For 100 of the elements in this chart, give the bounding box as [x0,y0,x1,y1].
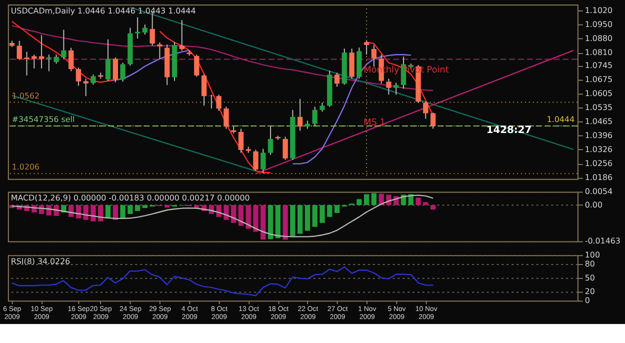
chart-title: MACD(12,26,9) 0.00000 -0.00183 0.00000 0.00217 0.00000 [10,194,250,203]
bar [128,205,133,214]
y-tick-label: -0.01463 [584,236,620,246]
annotation: 1428:27 [486,125,532,136]
bar [134,205,140,211]
bar [253,205,258,232]
chart-title: RSI(8) 34.0226 [10,257,70,266]
line-series [159,30,272,174]
bar [371,193,377,206]
bar [83,205,88,220]
bar [164,205,170,208]
candlestick [371,44,377,68]
line-series [11,266,434,296]
candlestick [61,29,66,60]
candlestick [194,54,200,78]
y-tick-label: 1.1020 [584,6,613,15]
bar [282,205,288,240]
bar [430,205,436,210]
bar [231,205,236,223]
candlestick [134,16,140,40]
candlestick [312,106,318,126]
candlestick [157,42,162,60]
bar [120,205,126,218]
candlestick [394,82,399,96]
bar [142,205,148,208]
y-tick-label: 1.0675 [584,75,613,84]
y-tick-label: 1.0396 [584,131,613,140]
y-tick-label: 1.0880 [584,34,613,44]
bar [290,205,296,236]
line-series [11,194,434,238]
candlestick [282,136,288,160]
candlestick [297,98,303,132]
candlestick [38,34,44,69]
candlestick [386,78,392,96]
candlestick [430,112,436,130]
candlestick [90,74,96,86]
bar [423,202,428,206]
bar [334,205,340,213]
ref-line-label: 1.0444 [546,114,574,124]
y-tick-label: 1.0465 [584,117,613,126]
ref-line-label: 1.0562 [12,91,40,100]
y-tick-label: 1.0810 [584,48,613,58]
candlestick [224,106,229,130]
candlestick [105,38,111,82]
line-series [107,50,190,82]
candlestick [54,54,59,64]
y-tick-label: 1.0950 [584,20,613,30]
candlestick [253,149,258,172]
candlestick [260,148,266,174]
candlestick [68,47,74,72]
candlestick [364,40,370,56]
bar [297,205,303,234]
bar [304,205,310,231]
y-tick-label: 1.0186 [584,173,613,182]
candlestick [238,128,244,154]
bar [90,205,96,222]
bar [312,205,318,227]
bar [356,199,362,206]
chart-title: USDCADm,Daily 1.0446 1.0446 1.0443 1.0444 [10,6,196,16]
candlestick [112,56,118,83]
candlestick [46,54,52,72]
y-tick-label: 0.00 [584,200,602,210]
ref-line-label: #34547356 sell [12,114,75,124]
candlestick [268,126,274,156]
ref-line-label: 1.0206 [12,162,40,172]
bar [416,198,421,206]
candlestick [120,62,126,82]
candlestick [423,101,428,120]
candlestick [16,40,22,60]
y-tick-label: 1.0326 [584,145,613,154]
y-tick-label: 20 [584,287,595,296]
y-tick-label: 1.0256 [584,159,613,168]
y-tick-label: 0 [584,296,590,306]
y-tick-label: 1.0605 [584,89,613,98]
y-tick-label: 80 [584,260,595,269]
candlestick [24,51,30,76]
bar [112,205,118,220]
bar [224,205,229,220]
bar [275,205,280,238]
candlestick [320,102,325,112]
bar [327,205,332,217]
candlestick [334,72,340,88]
bar [238,205,244,226]
bar [268,205,274,240]
bar [98,205,104,222]
candlestick [32,54,37,69]
y-tick-label: 100 [584,250,600,260]
bar [378,194,384,206]
bar [364,194,370,206]
candlestick [201,74,207,106]
candlestick [76,67,82,86]
candlestick [208,94,214,109]
candlestick [142,24,148,36]
candlestick [179,20,184,52]
y-tick-label: 50 [584,273,595,282]
bar [260,205,266,240]
candlestick [216,94,222,112]
y-tick-label: 1.0745 [584,61,613,70]
y-tick-label: 0.0054 [584,187,613,196]
bar [246,205,251,229]
